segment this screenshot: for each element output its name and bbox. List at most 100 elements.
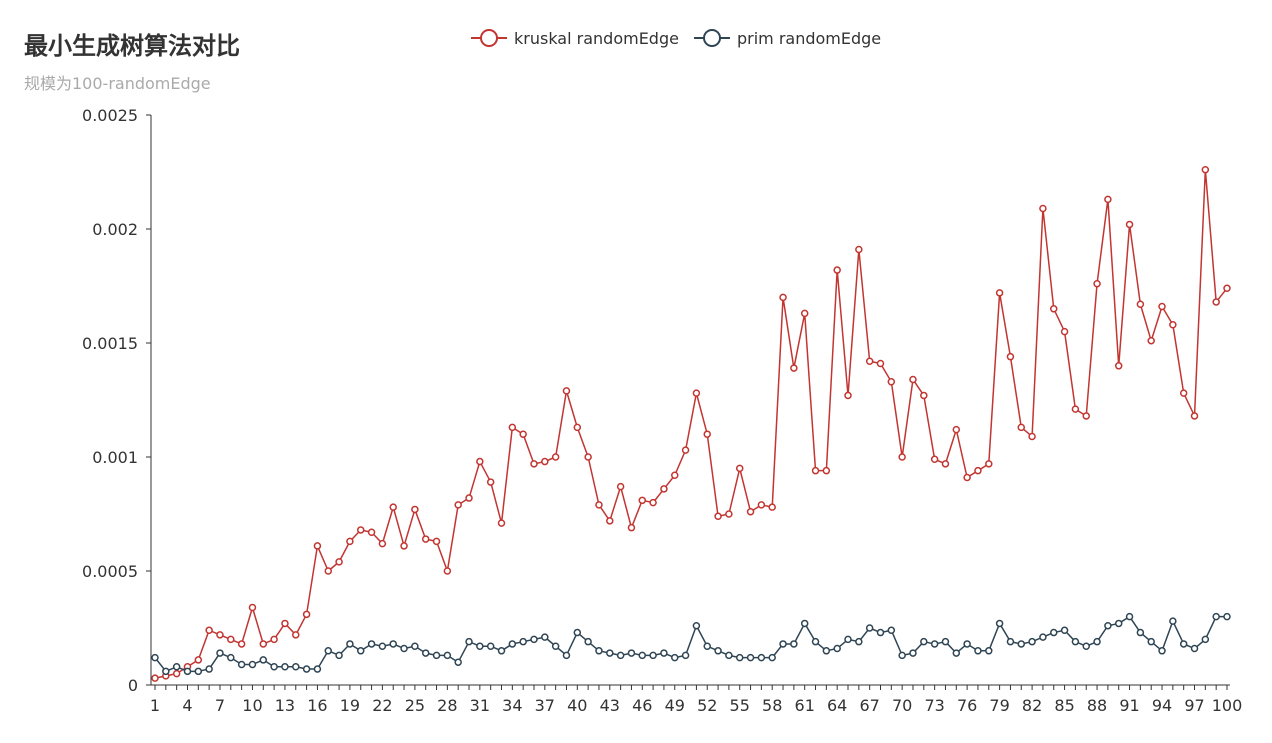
data-point[interactable]: [779, 640, 787, 648]
data-point[interactable]: [400, 644, 408, 653]
data-point[interactable]: [216, 631, 224, 639]
data-point[interactable]: [1125, 220, 1134, 229]
data-point[interactable]: [681, 446, 690, 454]
data-point[interactable]: [865, 624, 874, 632]
data-point[interactable]: [508, 423, 517, 432]
data-point[interactable]: [1082, 412, 1090, 420]
data-point[interactable]: [389, 503, 397, 511]
data-point[interactable]: [627, 649, 636, 657]
data-point[interactable]: [508, 640, 517, 648]
data-point[interactable]: [833, 644, 841, 653]
data-point[interactable]: [281, 663, 289, 671]
data-point[interactable]: [790, 364, 798, 372]
data-point[interactable]: [1147, 336, 1155, 345]
data-point[interactable]: [454, 658, 462, 666]
data-point[interactable]: [573, 628, 582, 637]
data-point[interactable]: [519, 637, 527, 646]
data-point[interactable]: [952, 425, 961, 434]
data-point[interactable]: [833, 266, 841, 274]
data-point[interactable]: [476, 642, 484, 650]
data-point[interactable]: [400, 542, 408, 550]
data-point[interactable]: [725, 510, 733, 518]
data-point[interactable]: [356, 526, 365, 534]
data-point[interactable]: [551, 453, 560, 461]
data-point[interactable]: [519, 430, 527, 438]
data-point[interactable]: [703, 642, 711, 650]
data-point[interactable]: [1050, 305, 1058, 313]
data-point[interactable]: [281, 619, 289, 628]
data-point[interactable]: [270, 635, 278, 644]
data-point[interactable]: [476, 457, 484, 466]
data-point[interactable]: [497, 519, 506, 527]
data-point[interactable]: [681, 651, 690, 660]
data-point[interactable]: [920, 391, 928, 400]
data-point[interactable]: [1071, 405, 1080, 413]
data-point[interactable]: [356, 647, 365, 655]
data-point[interactable]: [909, 375, 917, 384]
data-point[interactable]: [985, 647, 993, 655]
data-point[interactable]: [486, 642, 495, 650]
data-point[interactable]: [963, 640, 971, 648]
data-point[interactable]: [151, 674, 159, 682]
data-point[interactable]: [465, 637, 473, 646]
data-point[interactable]: [1082, 642, 1090, 650]
data-point[interactable]: [800, 619, 809, 628]
data-point[interactable]: [757, 653, 766, 662]
data-point[interactable]: [1093, 279, 1101, 288]
data-point[interactable]: [638, 651, 647, 660]
data-point[interactable]: [616, 482, 625, 491]
data-point[interactable]: [692, 389, 701, 397]
data-point[interactable]: [1169, 617, 1177, 625]
data-point[interactable]: [432, 537, 441, 546]
data-point[interactable]: [194, 656, 203, 664]
data-point[interactable]: [573, 423, 582, 432]
data-point[interactable]: [844, 635, 852, 644]
data-point[interactable]: [1158, 302, 1166, 311]
data-point[interactable]: [1114, 619, 1123, 628]
data-point[interactable]: [378, 642, 387, 650]
data-point[interactable]: [1136, 628, 1145, 637]
data-point[interactable]: [714, 647, 722, 655]
data-point[interactable]: [551, 642, 560, 650]
data-point[interactable]: [811, 466, 820, 475]
data-point[interactable]: [270, 663, 278, 671]
data-point[interactable]: [735, 653, 744, 662]
data-point[interactable]: [855, 245, 863, 254]
data-point[interactable]: [649, 498, 657, 507]
data-point[interactable]: [292, 663, 300, 671]
data-point[interactable]: [237, 660, 246, 669]
data-point[interactable]: [237, 640, 246, 648]
data-point[interactable]: [1071, 637, 1080, 646]
data-point[interactable]: [963, 473, 971, 482]
data-point[interactable]: [367, 640, 376, 648]
data-point[interactable]: [811, 637, 820, 646]
data-point[interactable]: [930, 640, 939, 648]
data-point[interactable]: [638, 496, 647, 505]
data-point[interactable]: [909, 649, 917, 657]
data-point[interactable]: [443, 651, 452, 660]
data-point[interactable]: [335, 558, 343, 566]
data-point[interactable]: [1223, 612, 1231, 621]
data-point[interactable]: [876, 628, 885, 637]
data-point[interactable]: [790, 640, 798, 648]
data-point[interactable]: [205, 665, 213, 673]
data-point[interactable]: [800, 309, 809, 318]
data-point[interactable]: [1060, 327, 1069, 336]
data-point[interactable]: [367, 528, 376, 536]
data-point[interactable]: [1223, 284, 1231, 293]
data-point[interactable]: [714, 512, 722, 521]
data-point[interactable]: [324, 647, 332, 655]
data-point[interactable]: [335, 651, 343, 660]
data-point[interactable]: [616, 651, 625, 660]
data-point[interactable]: [898, 651, 906, 660]
data-point[interactable]: [1017, 423, 1026, 432]
data-point[interactable]: [1028, 637, 1036, 646]
data-point[interactable]: [606, 649, 614, 657]
data-point[interactable]: [1201, 635, 1210, 644]
data-point[interactable]: [627, 523, 636, 532]
data-point[interactable]: [324, 567, 332, 575]
data-point[interactable]: [346, 640, 354, 648]
data-point[interactable]: [389, 640, 397, 648]
data-point[interactable]: [974, 647, 982, 655]
data-point[interactable]: [1147, 637, 1155, 646]
